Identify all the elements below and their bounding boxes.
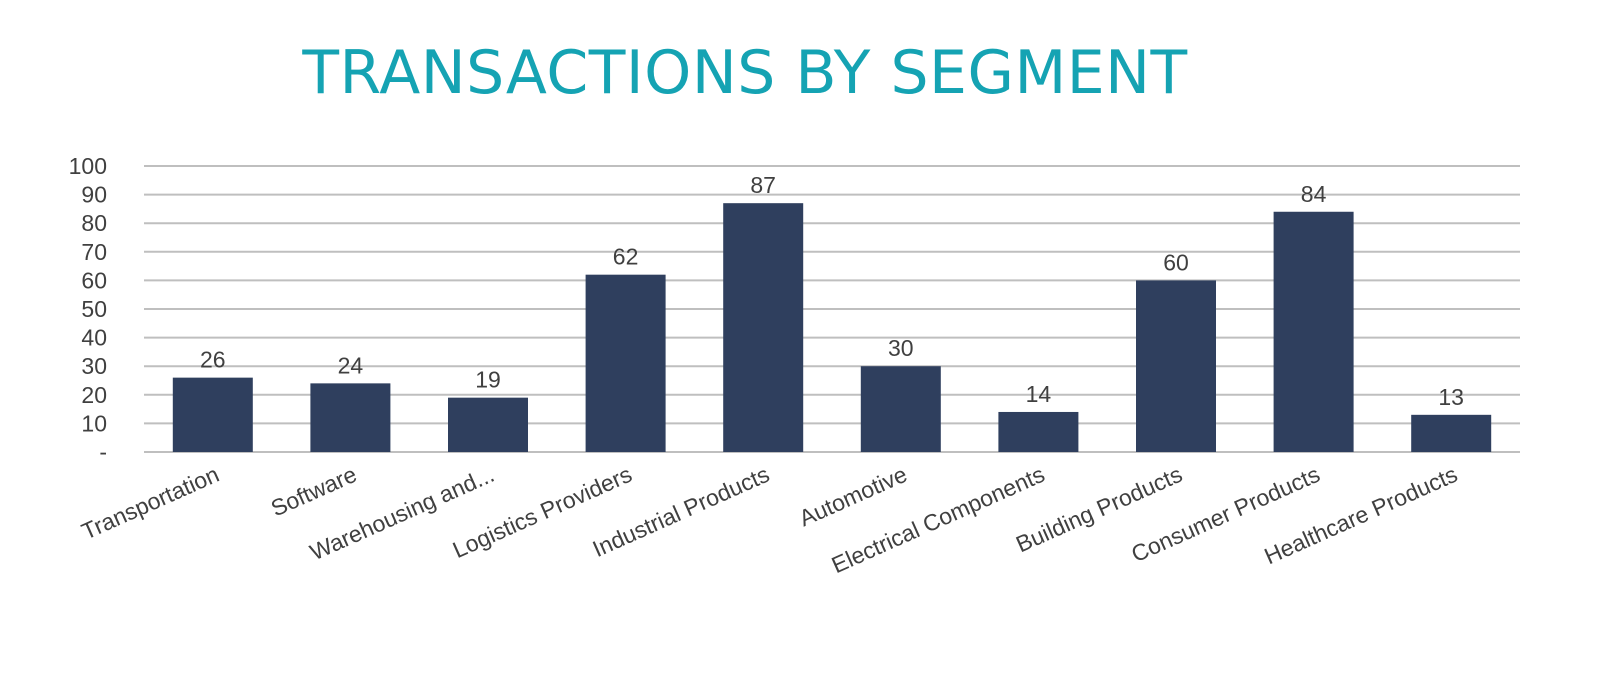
y-tick-label: 90 (81, 182, 107, 208)
y-tick-label: - (99, 439, 107, 465)
y-tick-label: 70 (81, 239, 107, 265)
y-tick-label: 100 (69, 153, 107, 179)
y-tick-label: 60 (81, 267, 107, 293)
y-tick-label: 50 (81, 296, 107, 322)
bar (310, 383, 391, 452)
y-tick-label: 30 (81, 353, 107, 379)
y-tick-label: 20 (81, 382, 107, 408)
data-labels: 26 24 19 62 87 30 14 60 84 13 (200, 172, 1464, 410)
bar (1273, 211, 1354, 452)
y-tick-label: 10 (81, 410, 107, 436)
data-label: 87 (750, 172, 776, 198)
data-label: 24 (338, 352, 364, 378)
bar (1411, 414, 1492, 452)
data-label: 62 (613, 244, 639, 270)
data-label: 14 (1026, 381, 1052, 407)
data-label: 30 (888, 335, 914, 361)
x-tick-label: Transportation (78, 461, 223, 545)
bar (585, 274, 666, 452)
data-label: 84 (1301, 181, 1327, 207)
bar (998, 411, 1079, 452)
y-tick-label: 80 (81, 210, 107, 236)
data-label: 60 (1163, 249, 1189, 275)
x-tick-label: Software (267, 461, 360, 522)
data-label: 26 (200, 347, 226, 373)
bar (860, 366, 941, 452)
data-label: 19 (475, 367, 501, 393)
data-label: 13 (1438, 384, 1464, 410)
bar (448, 397, 528, 452)
x-tick-label: Automotive (795, 461, 911, 532)
bar (723, 203, 804, 452)
bar (1136, 280, 1216, 452)
bars (172, 203, 1492, 452)
bar (172, 377, 253, 452)
y-tick-label: 40 (81, 325, 107, 351)
chart-title: TRANSACTIONS BY SEGMENT (302, 38, 1188, 108)
